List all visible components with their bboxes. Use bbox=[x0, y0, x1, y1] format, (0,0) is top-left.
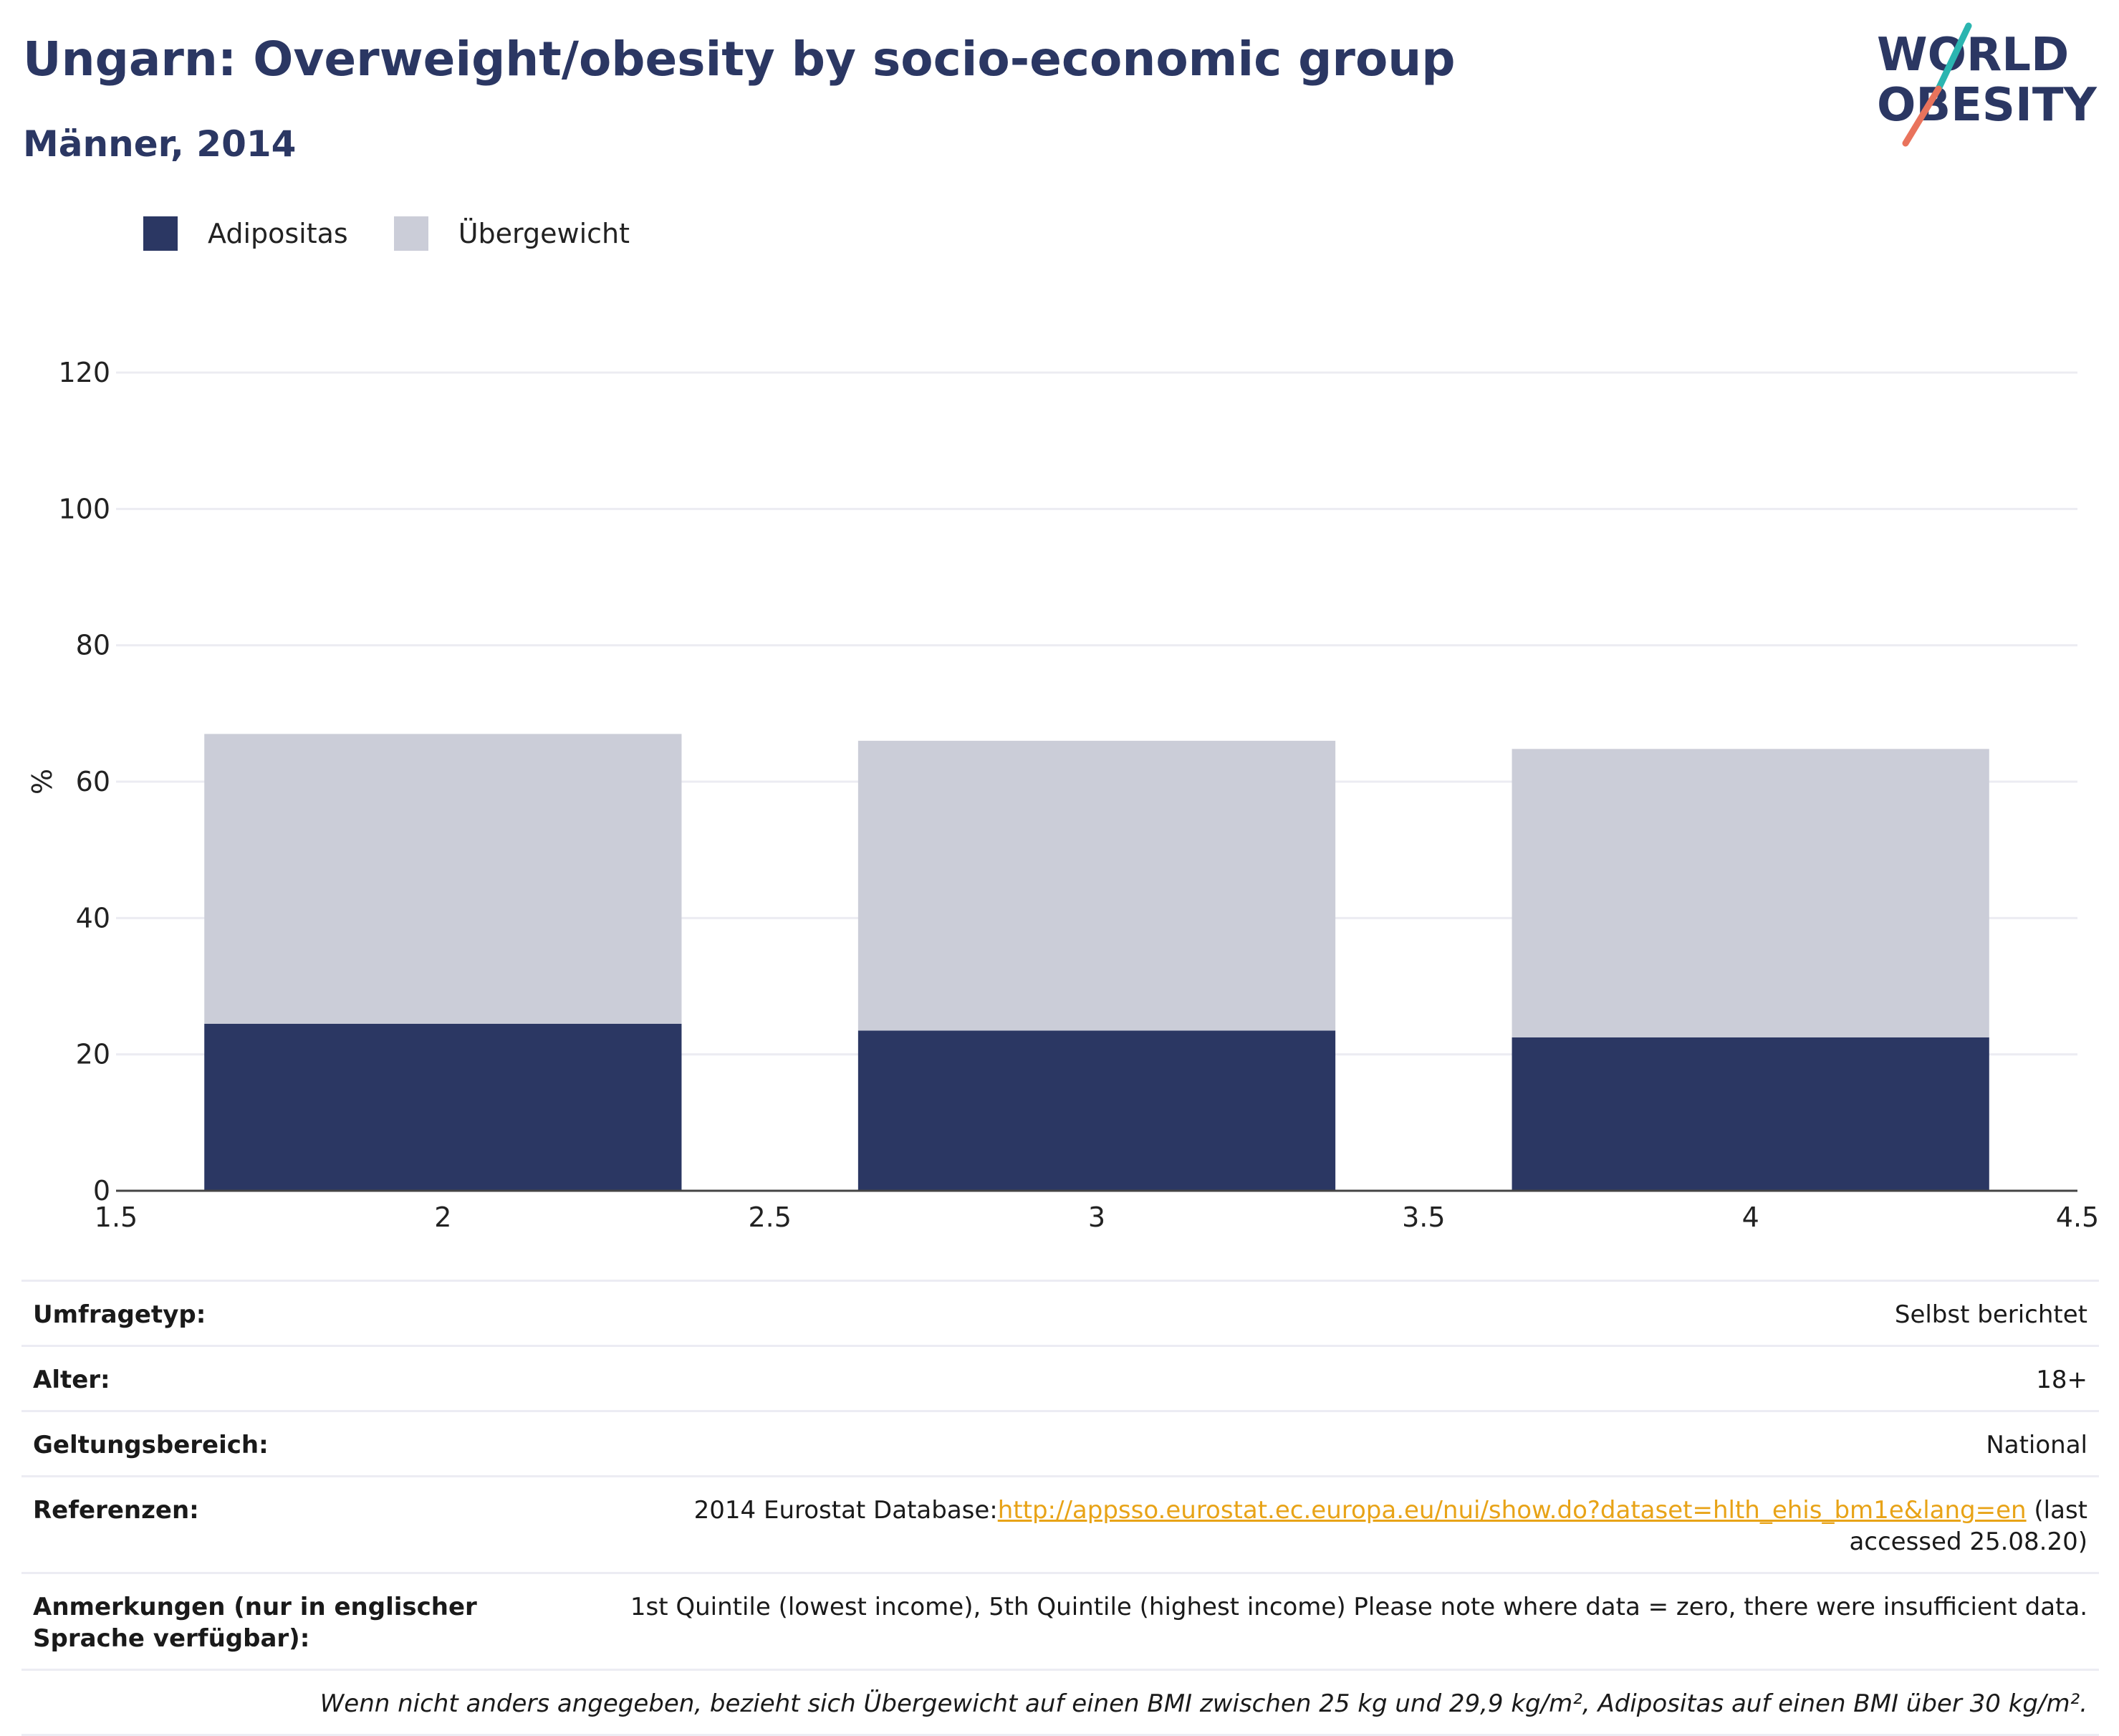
bar-uebergewicht bbox=[204, 734, 682, 1024]
info-row-footnote: Wenn nicht anders angegeben, bezieht sic… bbox=[21, 1671, 2099, 1736]
logo-slash-teal bbox=[1935, 22, 1972, 92]
logo-word-obesity: OBESITY bbox=[1877, 79, 2097, 132]
info-row-notes: Anmerkungen (nur in englischer Sprache v… bbox=[21, 1574, 2099, 1671]
x-tick-label: 3 bbox=[1088, 1202, 1105, 1233]
bmi-footnote: Wenn nicht anders angegeben, bezieht sic… bbox=[319, 1689, 2087, 1718]
chart-title: Ungarn: Overweight/obesity by socio-econ… bbox=[23, 32, 1456, 87]
x-tick-label: 2 bbox=[434, 1202, 451, 1233]
references-link[interactable]: http://appsso.eurostat.ec.europa.eu/nui/… bbox=[997, 1496, 2027, 1525]
legend-swatch-uebergewicht bbox=[393, 216, 428, 251]
info-row-survey-type: Umfragetyp: Selbst berichtet bbox=[21, 1280, 2099, 1347]
scope-label: Geltungsbereich: bbox=[33, 1431, 269, 1459]
logo-word-world: WORLD bbox=[1877, 29, 2069, 82]
metadata-table: Umfragetyp: Selbst berichtet Alter: 18+ … bbox=[21, 1280, 2099, 1736]
notes-value: 1st Quintile (lowest income), 5th Quinti… bbox=[630, 1593, 2087, 1621]
x-tick-label: 2.5 bbox=[748, 1202, 791, 1233]
y-axis-label: % bbox=[27, 769, 58, 795]
legend-swatch-adipositas bbox=[143, 216, 178, 251]
chart-subtitle: Männer, 2014 bbox=[23, 123, 297, 165]
survey-type-value: Selbst berichtet bbox=[1894, 1300, 2087, 1329]
scope-value: National bbox=[1986, 1431, 2087, 1459]
stacked-bar-chart: 0 20 40 60 80 100 120% 1.5 2 2.5 3 3.5 4 4.5 bbox=[27, 357, 2099, 1233]
age-label: Alter: bbox=[33, 1366, 110, 1394]
y-tick-label: 100 bbox=[58, 493, 110, 524]
x-tick-label: 3.5 bbox=[1402, 1202, 1445, 1233]
y-tick-label: 20 bbox=[76, 1039, 110, 1070]
info-row-age: Alter: 18+ bbox=[21, 1347, 2099, 1412]
x-tick-label: 4 bbox=[1742, 1202, 1759, 1233]
legend-label-adipositas: Adipositas bbox=[208, 218, 348, 249]
legend-item-uebergewicht[interactable]: Übergewicht bbox=[393, 216, 630, 251]
bar-adipositas bbox=[1512, 1037, 1989, 1191]
y-tick-label: 120 bbox=[58, 357, 110, 388]
world-obesity-logo: WORLD OBESITY bbox=[1877, 22, 2097, 147]
references-suffix: (last accessed 25.08.20) bbox=[1849, 1496, 2087, 1556]
age-value: 18+ bbox=[2036, 1366, 2087, 1394]
references-label: Referenzen: bbox=[33, 1496, 199, 1525]
legend-item-adipositas[interactable]: Adipositas bbox=[143, 216, 348, 251]
bar-uebergewicht bbox=[857, 740, 1336, 1031]
x-tick-label: 4.5 bbox=[2056, 1202, 2099, 1233]
survey-type-label: Umfragetyp: bbox=[33, 1300, 206, 1329]
logo-slash-coral bbox=[1902, 85, 1942, 147]
references-prefix: 2014 Eurostat Database: bbox=[693, 1496, 998, 1525]
references-value: 2014 Eurostat Database:http://appsso.eur… bbox=[592, 1495, 2087, 1558]
notes-label: Anmerkungen (nur in englischer Sprache v… bbox=[33, 1593, 477, 1653]
y-tick-label: 80 bbox=[76, 630, 110, 661]
y-tick-label: 60 bbox=[76, 766, 110, 797]
y-tick-label: 0 bbox=[93, 1175, 110, 1207]
x-tick-label: 1.5 bbox=[95, 1202, 138, 1233]
y-tick-label: 40 bbox=[76, 902, 110, 934]
bar-adipositas bbox=[204, 1023, 682, 1191]
chart-legend: Adipositas Übergewicht bbox=[143, 212, 676, 255]
bar-adipositas bbox=[857, 1030, 1336, 1191]
info-row-scope: Geltungsbereich: National bbox=[21, 1412, 2099, 1477]
legend-label-uebergewicht: Übergewicht bbox=[458, 218, 630, 249]
info-row-references: Referenzen: 2014 Eurostat Database:http:… bbox=[21, 1477, 2099, 1574]
bar-uebergewicht bbox=[1512, 749, 1989, 1037]
